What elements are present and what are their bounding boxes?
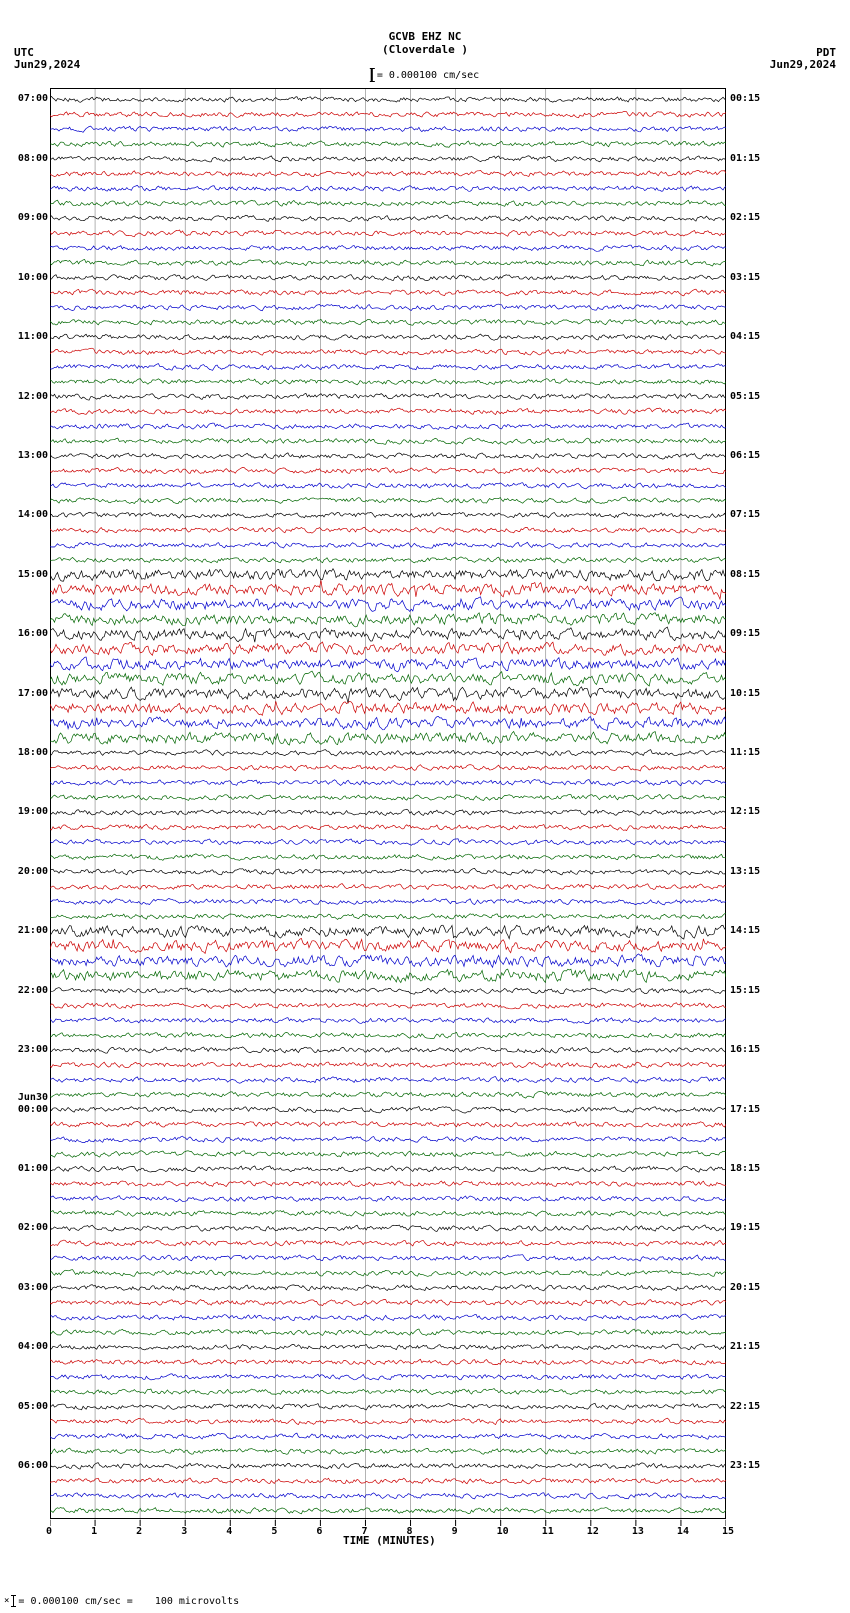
pdt-hour-label: 04:15 [730,331,760,342]
pdt-hour-label: 14:15 [730,925,760,936]
pdt-hour-label: 20:15 [730,1282,760,1293]
x-tick-label: 2 [136,1526,142,1537]
utc-hour-label: 08:00 [18,153,48,164]
amplitude-scale-footer: × = 0.000100 cm/sec = 100 microvolts [4,1595,239,1607]
x-tick-label: 9 [452,1526,458,1537]
x-tick-label: 5 [271,1526,277,1537]
pdt-hour-label: 10:15 [730,688,760,699]
pdt-hour-label: 03:15 [730,272,760,283]
utc-hour-label: 16:00 [18,628,48,639]
pdt-hour-label: 09:15 [730,628,760,639]
utc-hour-label: 15:00 [18,569,48,580]
x-tick-label: 14 [677,1526,689,1537]
pdt-hour-label: 01:15 [730,153,760,164]
utc-hour-label: 06:00 [18,1460,48,1471]
utc-hour-label: 09:00 [18,212,48,223]
x-tick-label: 1 [91,1526,97,1537]
pdt-hour-label: 06:15 [730,450,760,461]
utc-hour-label: 04:00 [18,1341,48,1352]
x-tick-label: 15 [722,1526,734,1537]
amplitude-scale-top: = 0.000100 cm/sec [371,68,479,82]
footer-scale-after: 100 microvolts [155,1596,239,1607]
utc-hour-label: 17:00 [18,688,48,699]
x-tick-label: 11 [542,1526,554,1537]
pdt-hour-label: 08:15 [730,569,760,580]
x-tick-label: 3 [181,1526,187,1537]
utc-hour-label: 19:00 [18,806,48,817]
pdt-hour-label: 02:15 [730,212,760,223]
utc-hour-label: 14:00 [18,509,48,520]
utc-hour-label: 02:00 [18,1222,48,1233]
pdt-hour-label: 11:15 [730,747,760,758]
pdt-hour-label: 23:15 [730,1460,760,1471]
footer-scale-before: = 0.000100 cm/sec = [18,1596,132,1607]
utc-hour-label: 10:00 [18,272,48,283]
scale-text: = 0.000100 cm/sec [377,70,479,81]
x-tick-label: 6 [316,1526,322,1537]
pdt-hour-label: 07:15 [730,509,760,520]
left-date: Jun29,2024 [14,58,80,71]
pdt-hour-label: 21:15 [730,1341,760,1352]
pdt-hour-label: 16:15 [730,1044,760,1055]
utc-hour-label: 21:00 [18,925,48,936]
x-tick-label: 12 [587,1526,599,1537]
utc-hour-label: 00:00 [18,1104,48,1115]
utc-hour-label: 03:00 [18,1282,48,1293]
utc-date-change-label: Jun30 [18,1092,48,1103]
station-location: (Cloverdale ) [382,43,468,56]
pdt-hour-label: 22:15 [730,1401,760,1412]
x-tick-label: 13 [632,1526,644,1537]
utc-hour-label: 12:00 [18,391,48,402]
scale-bar-icon [13,1595,14,1607]
seismogram-container: GCVB EHZ NC (Cloverdale ) UTC Jun29,2024… [0,0,850,1613]
right-date: Jun29,2024 [770,58,836,71]
x-axis-title: TIME (MINUTES) [343,1534,436,1547]
pdt-hour-label: 19:15 [730,1222,760,1233]
station-id: GCVB EHZ NC [382,30,468,43]
station-title: GCVB EHZ NC (Cloverdale ) [382,30,468,56]
pdt-hour-label: 18:15 [730,1163,760,1174]
helicorder-plot [50,88,726,1544]
utc-hour-label: 22:00 [18,985,48,996]
scale-bar-icon [371,68,373,82]
pdt-hour-label: 05:15 [730,391,760,402]
utc-hour-label: 23:00 [18,1044,48,1055]
pdt-hour-label: 13:15 [730,866,760,877]
utc-hour-label: 07:00 [18,93,48,104]
utc-hour-label: 01:00 [18,1163,48,1174]
utc-hour-label: 18:00 [18,747,48,758]
utc-hour-label: 05:00 [18,1401,48,1412]
pdt-hour-label: 12:15 [730,806,760,817]
pdt-hour-label: 17:15 [730,1104,760,1115]
pdt-hour-label: 15:15 [730,985,760,996]
utc-hour-label: 11:00 [18,331,48,342]
x-tick-label: 0 [46,1526,52,1537]
utc-hour-label: 13:00 [18,450,48,461]
utc-hour-label: 20:00 [18,866,48,877]
x-tick-label: 4 [226,1526,232,1537]
pdt-hour-label: 00:15 [730,93,760,104]
x-tick-label: 10 [497,1526,509,1537]
